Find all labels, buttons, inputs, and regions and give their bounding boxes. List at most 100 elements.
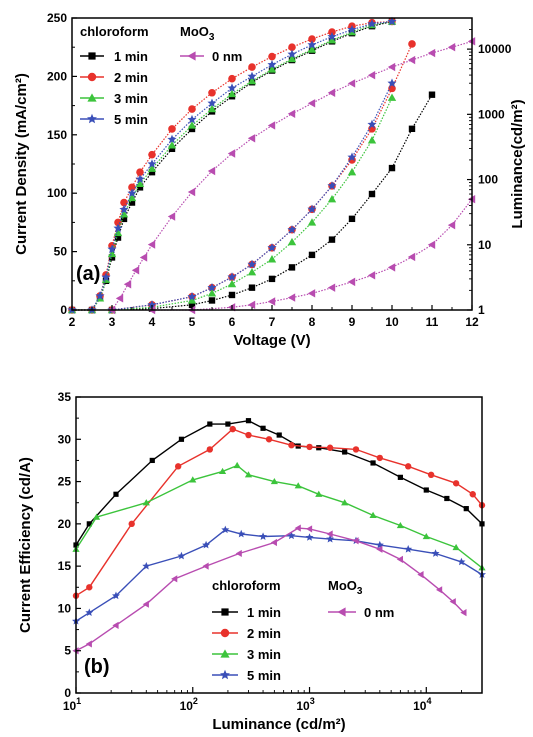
panel-a-current-point-0-nm (131, 266, 140, 275)
panel-a-legend-label-1-min: 1 min (114, 49, 148, 64)
panel-b-point-0-nm (270, 538, 277, 547)
panel-a-current-point-1-min (148, 168, 156, 176)
panel-b-point-3-min (233, 461, 241, 469)
panel-b-point-2-min (206, 446, 214, 453)
panel-b-point-3-min (396, 521, 404, 529)
panel-b-x-axis-title: Luminance (cd/m²) (212, 716, 345, 733)
panel-a-current-line-1-min (72, 20, 393, 311)
panel-a-current-point-1-min (120, 215, 128, 223)
panel-a-current-point-5-min (107, 244, 117, 254)
panel-b-y-tick-label: 20 (58, 517, 72, 531)
panel-a-luminance-point-5-min (287, 224, 297, 234)
panel-b-point-1-min (260, 425, 266, 431)
panel-a-luminance-point-0-nm (387, 263, 396, 272)
panel-a-current-point-2-min (188, 105, 196, 113)
panel-b-point-1-min (444, 495, 450, 502)
panel-b-point-3-min (294, 482, 302, 489)
panel-a-x-axis-title: Voltage (V) (233, 332, 310, 349)
panel-a-current-point-0-nm (115, 294, 124, 303)
panel-a-current-line-0-nm (111, 40, 473, 311)
panel-a-y-tick-label: 250 (47, 11, 67, 25)
panel-a-luminance-point-0-nm (347, 277, 356, 287)
panel-a-luminance-point-5-min (367, 119, 377, 129)
panel-a-y2-tick-label: 10 (478, 238, 492, 252)
panel-a-current-point-3-min (207, 104, 217, 113)
panel-b-point-2-min (128, 520, 135, 528)
panel-b-point-1-min (178, 436, 185, 442)
panel-b-point-2-min (405, 463, 412, 470)
panel-a-current-point-0-nm (407, 55, 416, 65)
panel-a-current-line-3-min (72, 20, 393, 311)
panel-b-point-1-min (149, 457, 155, 464)
panel-a-luminance-point-3-min (387, 93, 397, 101)
panel-b-legend-label-5-min: 5 min (247, 668, 281, 683)
panel-b-legend-header-left: chloroform (212, 578, 281, 593)
panel-a-luminance-point-1-min (308, 251, 316, 259)
panel-a-y2-tick-label: 100 (478, 173, 498, 187)
panel-b-point-2-min (265, 436, 273, 443)
panel-b-y-tick-label: 35 (58, 390, 72, 404)
panel-b-point-3-min (189, 476, 197, 483)
panel-b-legend-header-right: MoO3 (328, 578, 363, 597)
panel-a-luminance-point-5-min (307, 204, 317, 214)
panel-a-y-tick-label: 200 (47, 69, 67, 83)
panel-b-point-0-nm (112, 621, 119, 629)
panel-a-luminance-point-0-nm (327, 283, 336, 292)
panel-b-point-3-min (341, 499, 349, 506)
panel-a-current-point-5-min (135, 174, 145, 184)
panel-a-current-point-5-min (267, 59, 277, 69)
panel-a-luminance-point-1-min (268, 275, 276, 283)
panel-a-current-point-5-min (287, 49, 297, 59)
panel-b-point-3-min (452, 543, 460, 551)
panel-a-current-point-2-min (248, 63, 256, 71)
panel-a-current-point-5-min (187, 114, 197, 124)
panel-b-line-5-min (75, 529, 483, 622)
panel-a-current-point-3-min (107, 249, 117, 258)
panel-a-x-tick-label: 3 (109, 315, 116, 329)
panel-b-point-5-min (85, 608, 94, 617)
panel-b-legend-label-1-min: 1 min (247, 605, 281, 620)
panel-a-current-point-3-min (307, 45, 317, 53)
panel-a-current-point-0-nm (267, 121, 276, 130)
panel-b-legend-label-3-min: 3 min (247, 647, 281, 662)
panel-a-legend-marker-3-min (87, 93, 97, 102)
panel-a-legend-marker-1-min (88, 52, 96, 60)
panel-a-luminance-point-1-min (368, 190, 376, 198)
panel-b-point-5-min (177, 551, 186, 560)
panel-a-current-point-0-nm (347, 79, 356, 88)
panel-b-point-1-min (423, 487, 429, 493)
panel-a-current-point-0-nm (447, 43, 456, 52)
panel-a-luminance-point-0-nm (447, 220, 456, 230)
panel-a-current-point-5-min (207, 98, 217, 108)
panel-b-point-1-min (225, 421, 231, 427)
panel-a-current-point-3-min (287, 54, 297, 63)
panel-a-current-point-0-nm (147, 240, 156, 249)
panel-b-legend-marker-3-min (220, 649, 230, 658)
panel-a-chart: 2 3 4 5 6 7 8 9 10 11 12 0 50 100 150 200 250 1 10 100 1000 1… (13, 11, 526, 349)
panel-b-point-0-nm (449, 598, 456, 606)
panel-b-point-0-nm (326, 530, 333, 538)
panel-a-legend-marker-5-min (87, 113, 97, 124)
panel-a-x-tick-label: 5 (189, 315, 196, 329)
panel-a-current-point-3-min (267, 65, 277, 73)
panel-a-current-point-3-min (135, 179, 145, 188)
panel-b-point-0-nm (171, 575, 178, 583)
panel-b-legend: chloroform MoO3 1 min 2 min 3 min 5 min 0 nm (212, 578, 394, 683)
panel-b-point-1-min (397, 474, 403, 480)
panel-b-line-0-nm (75, 527, 465, 652)
panel-a-luminance-point-1-min (228, 291, 236, 299)
panel-a-current-point-5-min (247, 71, 257, 81)
panel-a-luminance-point-3-min (367, 136, 377, 144)
panel-b-point-2-min (86, 584, 93, 591)
panel-a-current-point-3-min (147, 164, 157, 172)
panel-b-legend-marker-0-nm (337, 607, 346, 617)
panel-b-y-tick-label: 15 (58, 559, 72, 573)
panel-a-y-tick-label: 150 (47, 128, 67, 142)
panel-b-point-1-min (342, 449, 348, 455)
panel-a-luminance-point-5-min (207, 282, 217, 292)
panel-b-point-3-min (422, 532, 430, 540)
panel-a-y-tick-label: 100 (47, 186, 67, 200)
panel-b-point-2-min (427, 471, 435, 479)
panel-a-current-point-0-nm (247, 134, 256, 143)
panel-b-legend-label-2-min: 2 min (247, 626, 281, 641)
